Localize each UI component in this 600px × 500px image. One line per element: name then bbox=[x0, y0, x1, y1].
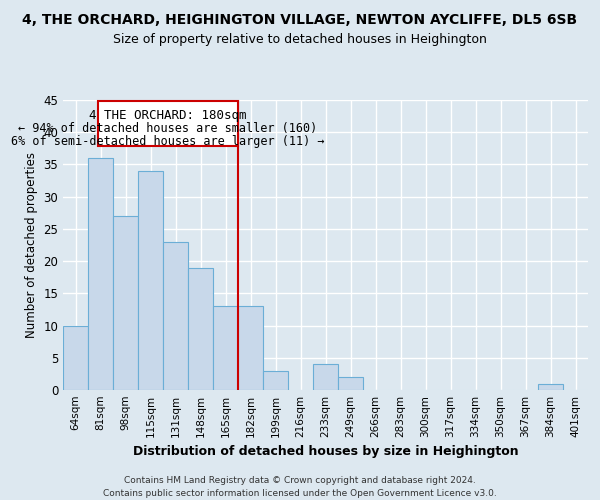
Bar bbox=[113, 216, 138, 390]
Text: 4 THE ORCHARD: 180sqm: 4 THE ORCHARD: 180sqm bbox=[89, 109, 247, 122]
Text: ← 94% of detached houses are smaller (160): ← 94% of detached houses are smaller (16… bbox=[19, 122, 317, 135]
Bar bbox=[263, 370, 288, 390]
Text: 4, THE ORCHARD, HEIGHINGTON VILLAGE, NEWTON AYCLIFFE, DL5 6SB: 4, THE ORCHARD, HEIGHINGTON VILLAGE, NEW… bbox=[22, 12, 578, 26]
Text: Size of property relative to detached houses in Heighington: Size of property relative to detached ho… bbox=[113, 32, 487, 46]
Bar bbox=[188, 268, 213, 390]
FancyBboxPatch shape bbox=[98, 102, 238, 146]
Bar bbox=[63, 326, 88, 390]
Bar bbox=[238, 306, 263, 390]
Bar bbox=[138, 171, 163, 390]
Y-axis label: Number of detached properties: Number of detached properties bbox=[25, 152, 38, 338]
Bar bbox=[163, 242, 188, 390]
Bar bbox=[213, 306, 238, 390]
Bar bbox=[338, 377, 363, 390]
Bar bbox=[313, 364, 338, 390]
Text: Contains public sector information licensed under the Open Government Licence v3: Contains public sector information licen… bbox=[103, 489, 497, 498]
Bar bbox=[88, 158, 113, 390]
Bar bbox=[538, 384, 563, 390]
Text: Contains HM Land Registry data © Crown copyright and database right 2024.: Contains HM Land Registry data © Crown c… bbox=[124, 476, 476, 485]
X-axis label: Distribution of detached houses by size in Heighington: Distribution of detached houses by size … bbox=[133, 446, 518, 458]
Text: 6% of semi-detached houses are larger (11) →: 6% of semi-detached houses are larger (1… bbox=[11, 136, 325, 148]
